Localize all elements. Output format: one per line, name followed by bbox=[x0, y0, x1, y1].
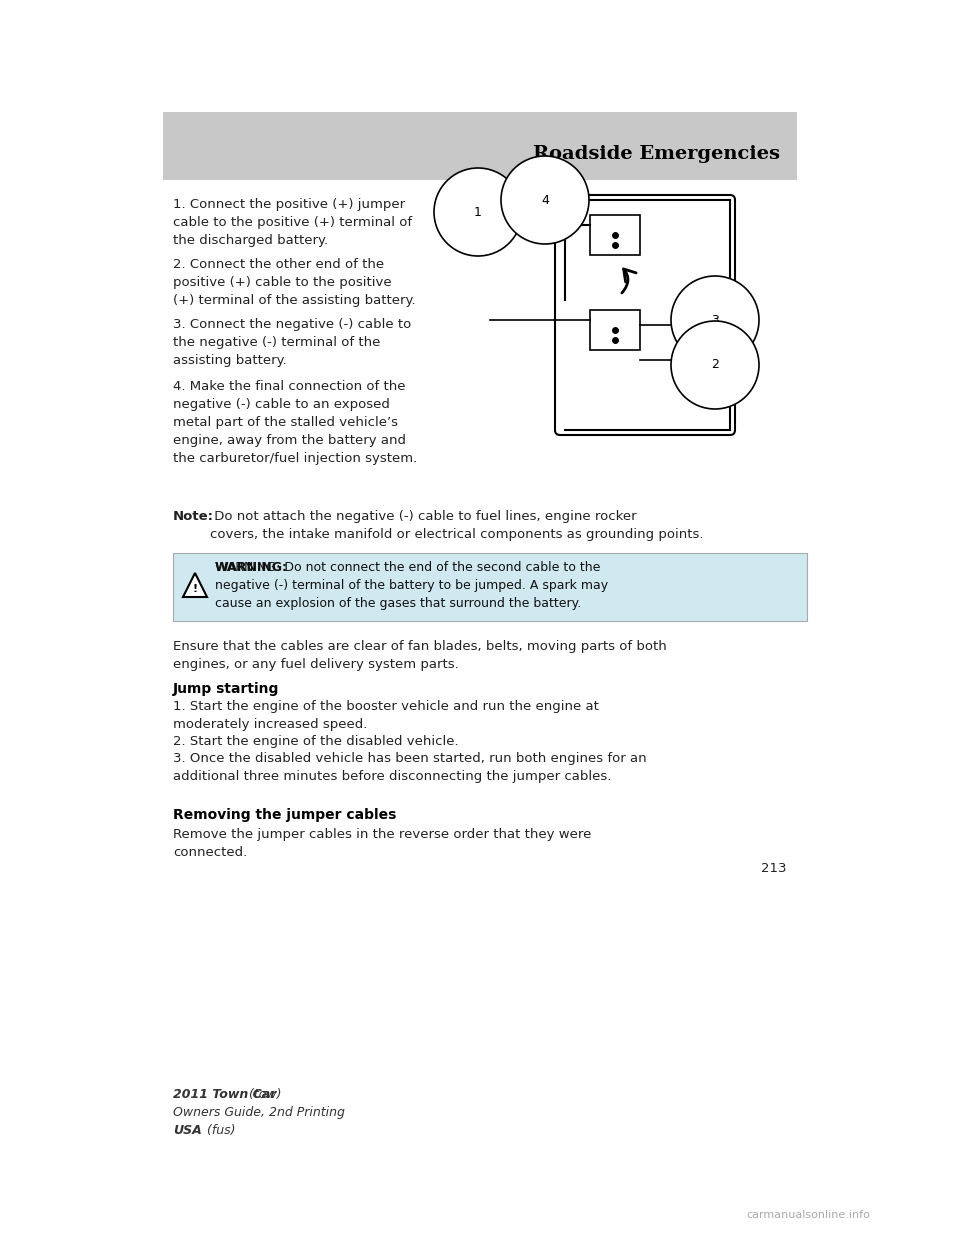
Text: 213: 213 bbox=[761, 862, 787, 876]
Text: 3. Connect the negative (-) cable to
the negative (-) terminal of the
assisting : 3. Connect the negative (-) cable to the… bbox=[173, 318, 411, 366]
FancyBboxPatch shape bbox=[173, 553, 807, 621]
Text: 2. Start the engine of the disabled vehicle.: 2. Start the engine of the disabled vehi… bbox=[173, 735, 459, 748]
Text: !: ! bbox=[192, 584, 198, 594]
Bar bbox=[590, 310, 640, 350]
Text: (tow): (tow) bbox=[245, 1088, 281, 1100]
FancyBboxPatch shape bbox=[555, 195, 735, 435]
Text: Roadside Emergencies: Roadside Emergencies bbox=[533, 145, 780, 163]
Text: 1. Start the engine of the booster vehicle and run the engine at
moderately incr: 1. Start the engine of the booster vehic… bbox=[173, 700, 599, 732]
Text: 3: 3 bbox=[711, 313, 719, 327]
Polygon shape bbox=[183, 573, 207, 597]
Text: 1. Connect the positive (+) jumper
cable to the positive (+) terminal of
the dis: 1. Connect the positive (+) jumper cable… bbox=[173, 197, 412, 247]
Text: 4: 4 bbox=[541, 194, 549, 206]
Bar bbox=[590, 215, 640, 255]
Text: Remove the jumper cables in the reverse order that they were
connected.: Remove the jumper cables in the reverse … bbox=[173, 828, 591, 859]
Text: Owners Guide, 2nd Printing: Owners Guide, 2nd Printing bbox=[173, 1105, 345, 1119]
Text: carmanualsonline.info: carmanualsonline.info bbox=[746, 1210, 870, 1220]
Text: 2: 2 bbox=[711, 359, 719, 371]
Text: Jump starting: Jump starting bbox=[173, 682, 279, 696]
Text: WARNING: Do not connect the end of the second cable to the
negative (-) terminal: WARNING: Do not connect the end of the s… bbox=[215, 561, 608, 610]
Text: 3. Once the disabled vehicle has been started, run both engines for an
additiona: 3. Once the disabled vehicle has been st… bbox=[173, 751, 647, 782]
Text: Removing the jumper cables: Removing the jumper cables bbox=[173, 809, 396, 822]
Text: (fus): (fus) bbox=[203, 1124, 235, 1136]
FancyArrowPatch shape bbox=[622, 270, 636, 293]
Text: Note:: Note: bbox=[173, 510, 214, 523]
FancyBboxPatch shape bbox=[163, 112, 797, 180]
Text: Do not attach the negative (-) cable to fuel lines, engine rocker
covers, the in: Do not attach the negative (-) cable to … bbox=[210, 510, 704, 542]
Text: USA: USA bbox=[173, 1124, 202, 1136]
Text: 4. Make the final connection of the
negative (-) cable to an exposed
metal part : 4. Make the final connection of the nega… bbox=[173, 380, 418, 465]
Text: Ensure that the cables are clear of fan blades, belts, moving parts of both
engi: Ensure that the cables are clear of fan … bbox=[173, 640, 667, 671]
Text: 1: 1 bbox=[474, 205, 482, 219]
Text: 2011 Town Car: 2011 Town Car bbox=[173, 1088, 276, 1100]
Text: 2. Connect the other end of the
positive (+) cable to the positive
(+) terminal : 2. Connect the other end of the positive… bbox=[173, 258, 416, 307]
Text: WARNING:: WARNING: bbox=[215, 561, 288, 574]
